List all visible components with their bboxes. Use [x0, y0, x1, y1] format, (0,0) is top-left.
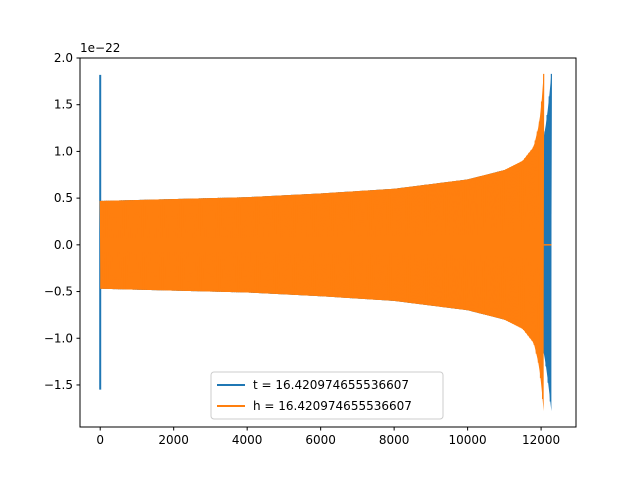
axes-frame [79, 57, 577, 428]
x-tick-label: 2000 [158, 433, 189, 447]
plot-area [99, 73, 552, 412]
y-offset-text: 1e−22 [80, 41, 120, 55]
y-tick-label: 1.0 [54, 144, 73, 158]
y-tick-label: 0.0 [54, 238, 73, 252]
series-oscillation [99, 73, 545, 400]
x-axis: 0 2000 4000 6000 8000 10000 12000 [96, 427, 560, 447]
x-tick-label: 4000 [232, 433, 263, 447]
y-tick-label: −1.0 [44, 331, 73, 345]
y-axis: −1.5 −1.0 −0.5 0.0 0.5 1.0 1.5 2.0 [44, 51, 80, 392]
y-tick-label: 0.5 [54, 191, 73, 205]
legend-label-h: h = 16.420974655536607 [253, 399, 412, 413]
legend-label-t: t = 16.420974655536607 [253, 378, 409, 392]
series-h [99, 73, 552, 412]
x-tick-label: 12000 [522, 433, 560, 447]
x-tick-label: 0 [96, 433, 104, 447]
y-tick-label: 1.5 [54, 98, 73, 112]
legend-box [210, 371, 444, 420]
x-tick-label: 10000 [449, 433, 487, 447]
legend: t = 16.420974655536607 h = 16.4209746555… [210, 371, 444, 420]
x-tick-label: 8000 [379, 433, 410, 447]
y-tick-label: −0.5 [44, 285, 73, 299]
y-tick-label: 2.0 [54, 51, 73, 65]
y-tick-label: −1.5 [44, 378, 73, 392]
x-tick-label: 6000 [305, 433, 336, 447]
